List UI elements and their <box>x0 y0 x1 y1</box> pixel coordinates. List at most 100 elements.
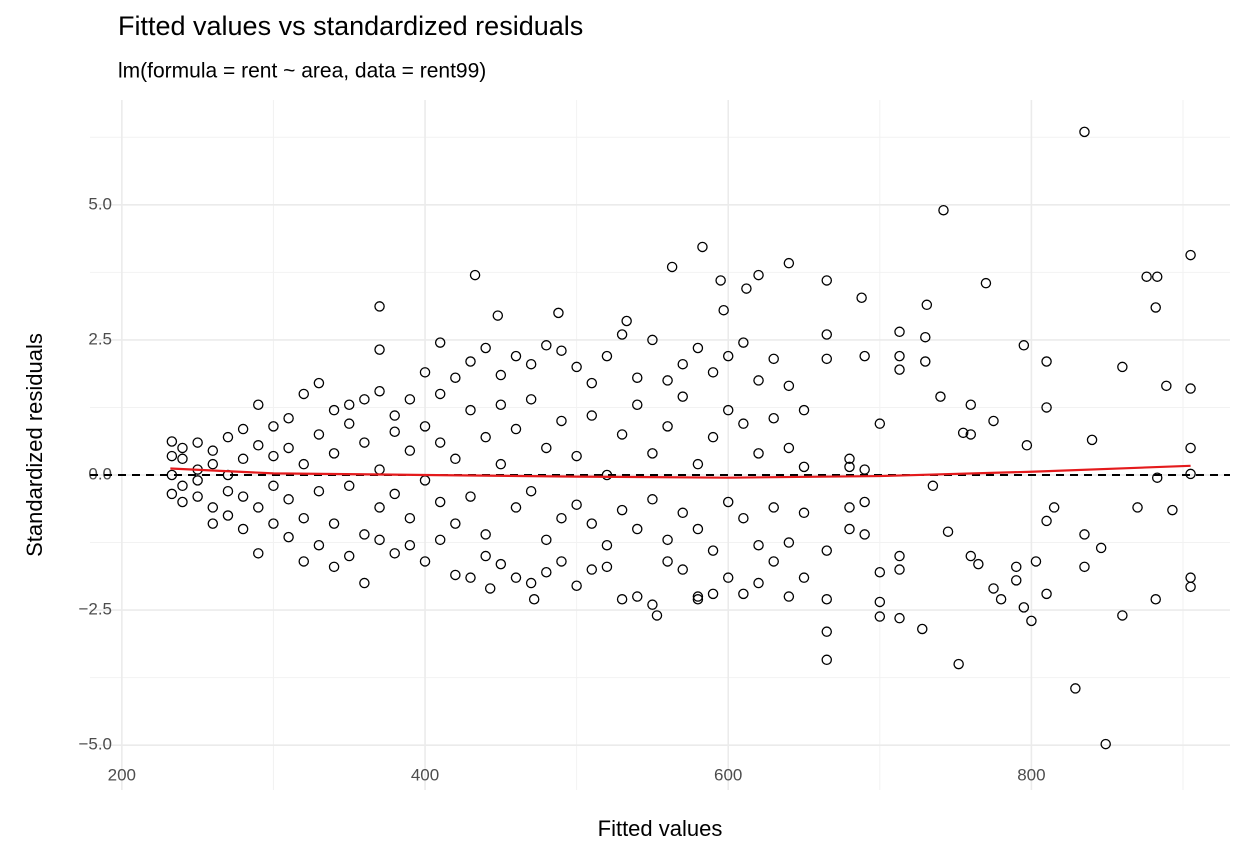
point <box>465 572 476 583</box>
point <box>942 526 954 537</box>
y-tick-label: −5.0 <box>78 735 112 754</box>
point <box>894 550 905 562</box>
point <box>616 594 628 605</box>
point <box>419 556 431 567</box>
point <box>253 399 264 410</box>
y-axis-label: Standardized residuals <box>22 333 47 557</box>
point <box>192 437 203 448</box>
point <box>510 502 522 513</box>
point <box>616 429 628 440</box>
point <box>722 496 734 508</box>
point <box>434 496 446 508</box>
point <box>374 385 385 397</box>
point <box>343 480 355 492</box>
point <box>389 410 400 421</box>
point <box>586 518 598 529</box>
point <box>965 429 977 440</box>
point <box>1041 402 1052 413</box>
point <box>718 304 729 316</box>
point <box>298 556 309 567</box>
point <box>965 399 977 410</box>
point <box>1185 468 1196 480</box>
point <box>222 431 234 443</box>
point <box>374 502 385 513</box>
point <box>465 404 476 416</box>
point <box>166 488 178 500</box>
point <box>662 375 673 386</box>
point <box>632 591 643 602</box>
point <box>298 458 309 470</box>
point <box>821 353 833 365</box>
point <box>450 518 461 529</box>
point <box>988 583 999 594</box>
point <box>450 453 461 465</box>
point <box>484 583 496 594</box>
point <box>632 399 643 410</box>
point <box>1167 504 1178 516</box>
point <box>434 437 446 448</box>
point <box>359 394 370 405</box>
point <box>359 577 370 589</box>
point <box>632 523 643 535</box>
point <box>525 577 537 589</box>
point <box>268 450 279 462</box>
point <box>268 480 279 492</box>
point <box>798 404 810 416</box>
point <box>662 534 673 546</box>
point <box>995 594 1007 605</box>
point <box>647 494 658 505</box>
point <box>1030 556 1042 567</box>
point <box>741 283 752 294</box>
point <box>1018 602 1030 613</box>
point <box>571 450 582 462</box>
point <box>571 361 582 373</box>
point <box>621 315 632 327</box>
point <box>938 204 949 216</box>
point <box>510 350 522 362</box>
point <box>632 372 643 383</box>
point <box>450 569 461 581</box>
point <box>434 337 446 348</box>
point <box>419 367 431 378</box>
point <box>874 418 886 429</box>
point <box>707 367 719 378</box>
point <box>647 448 658 459</box>
point <box>601 561 613 573</box>
point <box>1070 683 1081 694</box>
point <box>894 564 905 575</box>
point <box>821 329 833 340</box>
point <box>692 523 704 535</box>
point <box>927 480 939 492</box>
point <box>495 399 507 410</box>
point <box>1185 249 1196 261</box>
point <box>798 507 810 519</box>
point <box>965 550 977 562</box>
point <box>237 423 249 435</box>
point <box>798 572 810 583</box>
point <box>715 275 726 286</box>
point <box>328 448 340 459</box>
point <box>389 426 400 438</box>
point <box>753 375 764 386</box>
point <box>783 380 795 392</box>
point <box>389 548 400 559</box>
point <box>692 342 704 354</box>
point <box>192 475 203 486</box>
point <box>1011 561 1022 573</box>
point <box>1151 271 1163 282</box>
point <box>192 491 203 502</box>
point <box>480 550 491 562</box>
point <box>553 307 564 319</box>
point <box>177 480 188 492</box>
point <box>525 485 537 497</box>
point <box>920 356 931 367</box>
point <box>556 345 567 356</box>
point <box>450 372 461 383</box>
point <box>404 394 416 405</box>
point <box>844 461 855 473</box>
point <box>237 523 249 535</box>
point <box>492 310 504 321</box>
point <box>328 561 340 573</box>
point <box>541 566 552 578</box>
